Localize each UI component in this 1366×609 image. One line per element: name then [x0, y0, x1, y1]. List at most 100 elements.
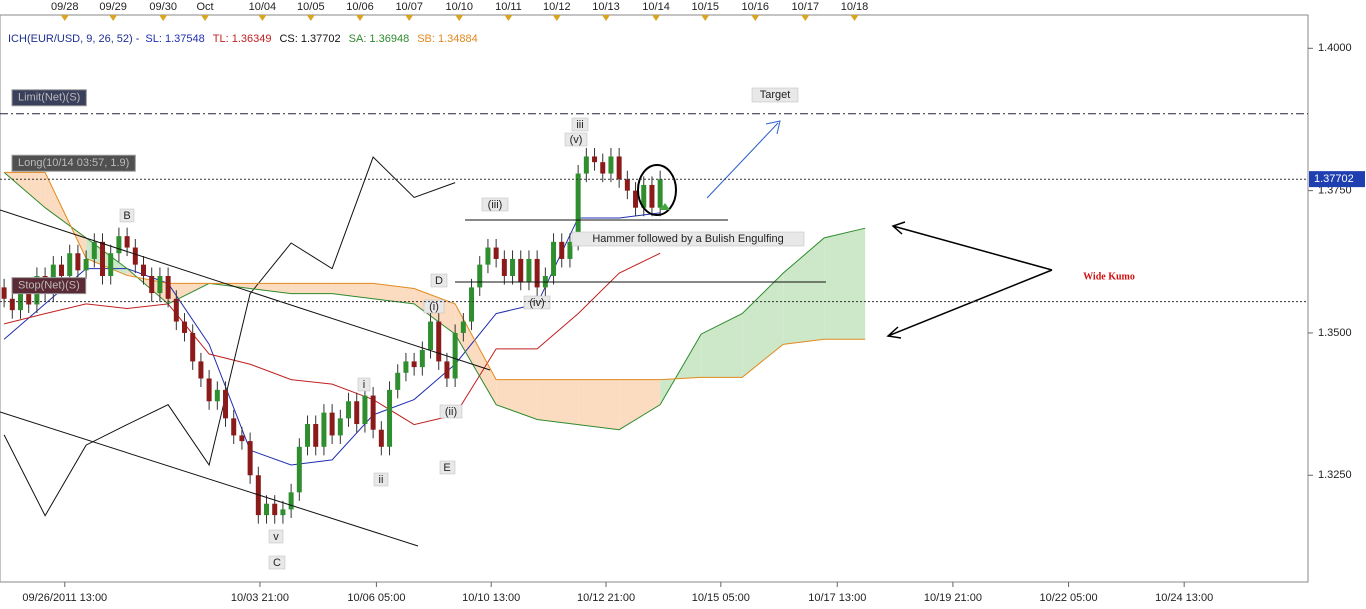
- annotation: (iii): [488, 199, 503, 211]
- legend-name: ICH(EUR/USD, 9, 26, 52) -: [8, 33, 140, 45]
- candle-body: [239, 435, 245, 442]
- candle-body: [510, 258, 516, 277]
- candle-body: [411, 361, 417, 368]
- candle-body: [190, 332, 196, 362]
- x2-tick: [60, 15, 69, 21]
- candle-body: [346, 401, 352, 419]
- x-tick-label: 10/03 21:00: [231, 592, 289, 604]
- indicator-line: [3, 252, 661, 426]
- annotation: Wide Kumo: [1083, 271, 1135, 282]
- legend-item: TL: 1.36349: [213, 33, 272, 45]
- y-tick-label: 1.3250: [1318, 469, 1352, 481]
- candle-body: [616, 156, 622, 180]
- candle-body: [59, 264, 65, 277]
- kumo: [496, 379, 538, 420]
- candle-body: [657, 179, 663, 208]
- candle-body: [182, 321, 188, 333]
- x-tick-label: 10/24 13:00: [1155, 592, 1213, 604]
- kumo: [291, 283, 333, 294]
- candle-body: [264, 503, 270, 516]
- kumo: [701, 313, 743, 378]
- annotation: Hammer followed by a Bulish Engulfing: [592, 233, 783, 245]
- x2-tick-label: 10/06: [346, 1, 374, 13]
- kumo: [742, 273, 784, 378]
- order-label: Long(10/14 03:57, 1.9): [18, 157, 129, 169]
- candle-body: [124, 236, 130, 248]
- x2-tick: [850, 15, 859, 21]
- label-box: [119, 208, 135, 223]
- price-label-box: [1309, 171, 1365, 188]
- x2-tick: [701, 15, 710, 21]
- label-box: [439, 404, 463, 419]
- candle-body: [633, 190, 639, 208]
- order-label: Stop(Net)(S): [18, 280, 80, 292]
- candle-body: [1, 287, 7, 299]
- label-box: [523, 295, 551, 310]
- x2-tick-label: 10/16: [742, 1, 770, 13]
- candle-body: [362, 395, 368, 425]
- annotation: ii: [379, 474, 384, 486]
- annotation: E: [443, 462, 450, 474]
- candle-body: [108, 253, 114, 277]
- target-arrow: [706, 120, 781, 199]
- candle-body: [132, 247, 138, 265]
- annotation: (iv): [529, 297, 544, 309]
- candle-body: [419, 350, 425, 368]
- candle-body: [173, 298, 179, 322]
- candle-body: [526, 258, 532, 282]
- indicator-line: [3, 212, 661, 466]
- x2-tick-label: 10/13: [592, 1, 620, 13]
- candle-body: [83, 258, 89, 271]
- candle-body: [600, 162, 606, 174]
- x2-tick-label: 10/18: [841, 1, 869, 13]
- candle-body: [501, 258, 507, 277]
- x2-tick: [801, 15, 810, 21]
- label-box: [571, 117, 589, 132]
- x2-tick: [455, 15, 464, 21]
- x2-tick: [751, 15, 760, 21]
- candle-body: [428, 321, 434, 351]
- candle-body: [559, 241, 565, 259]
- trend-line: [0, 411, 419, 547]
- order-label-box: [11, 277, 87, 295]
- candle-body: [247, 441, 253, 476]
- candle-body: [477, 264, 483, 288]
- x-tick-label: 10/17 13:00: [808, 592, 866, 604]
- kumo: [824, 228, 866, 340]
- candle-body: [608, 156, 614, 174]
- order-label-box: [11, 154, 136, 172]
- candle-body: [641, 184, 647, 208]
- candle-body: [583, 156, 589, 174]
- candle-body: [485, 247, 491, 265]
- x-tick-label: 10/22 05:00: [1039, 592, 1097, 604]
- candle-body: [354, 401, 360, 425]
- y-tick-label: 1.3500: [1318, 327, 1352, 339]
- x2-tick: [602, 15, 611, 21]
- candle-body: [321, 412, 327, 447]
- x2-tick: [552, 15, 561, 21]
- x2-tick-label: 09/28: [51, 1, 79, 13]
- candle-body: [165, 276, 171, 299]
- kumo: [578, 379, 620, 430]
- candle-body: [469, 287, 475, 322]
- label-box: [268, 529, 284, 544]
- candle-body: [75, 253, 81, 271]
- x-tick-label: 10/12 21:00: [577, 592, 635, 604]
- x-tick-label: 10/10 13:00: [462, 592, 520, 604]
- candle-body: [518, 258, 524, 282]
- x2-tick-label: 10/17: [792, 1, 820, 13]
- candle-body: [198, 361, 204, 379]
- candle-body: [403, 361, 409, 373]
- candle-body: [551, 241, 557, 277]
- candle-body: [18, 287, 24, 311]
- candle-body: [395, 372, 401, 390]
- candle-body: [436, 321, 442, 362]
- candle-body: [305, 424, 311, 447]
- x2-tick-label: 10/11: [495, 1, 522, 13]
- x2-tick: [356, 15, 365, 21]
- candle-body: [575, 173, 581, 242]
- candle-body: [91, 241, 97, 259]
- candle-body: [329, 412, 335, 436]
- label-box: [430, 273, 448, 288]
